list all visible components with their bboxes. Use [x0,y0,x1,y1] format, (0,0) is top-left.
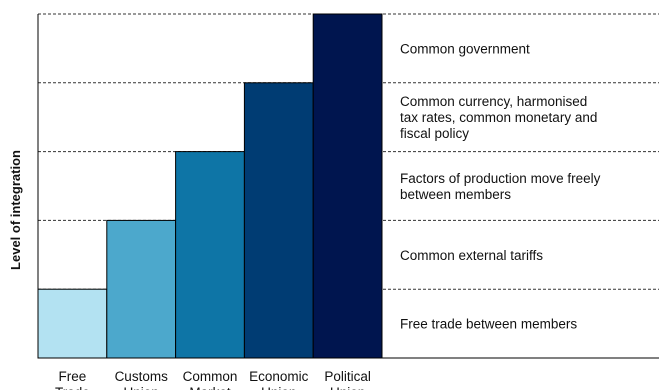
level-description-3: Factors of production move freely between… [400,171,601,202]
bar-economic-union [243,82,314,359]
bar-free-trade [37,288,108,359]
level-description-5: Common government [400,41,530,56]
tick-label-common-market: CommonMarket [183,369,238,390]
level-description-2: Common external tariffs [400,248,543,263]
tick-label-political-union: PoliticalUnion [324,369,371,390]
x-tick-labels: FreeTrade CustomsUnion CommonMarket Economi… [55,369,371,390]
bar-common-market [175,151,245,359]
level-descriptions: Free trade between members Common externa… [400,41,601,331]
bars [37,13,383,359]
tick-label-customs-union: CustomsUnion [115,369,169,390]
tick-label-free-trade: FreeTrade [55,369,90,390]
y-axis-label: Level of integration [8,150,23,270]
level-description-4: Common currency, harmonised tax rates, co… [400,94,597,141]
level-description-1: Free trade between members [400,317,577,332]
bar-political-union [312,13,383,359]
bar-customs-union [106,219,177,359]
tick-label-economic-union: EconomicUnion [249,369,309,390]
